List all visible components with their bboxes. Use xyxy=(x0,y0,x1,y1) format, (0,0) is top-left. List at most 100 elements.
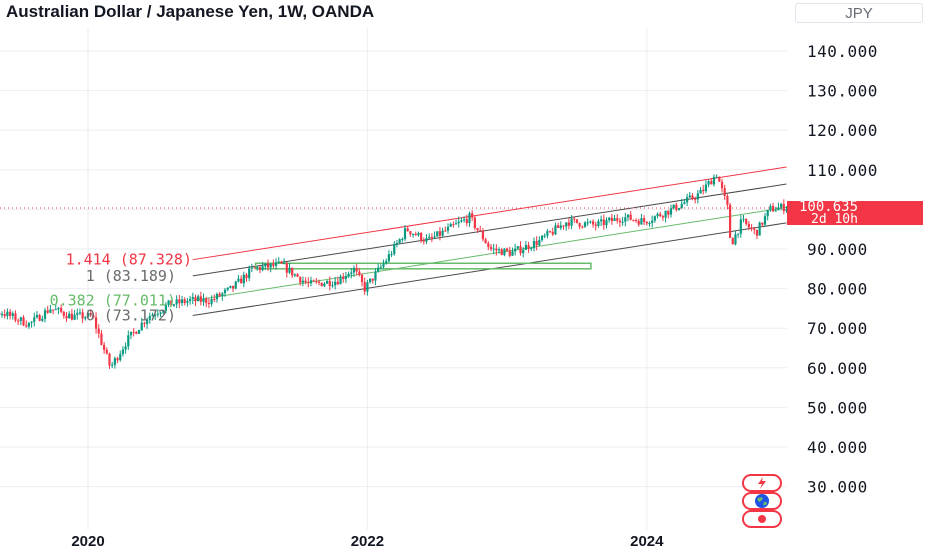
candle xyxy=(207,298,210,309)
candle-body xyxy=(710,181,713,185)
currency-button[interactable]: JPY xyxy=(795,3,923,23)
candle-body xyxy=(436,231,439,237)
candle-body xyxy=(301,280,305,283)
candle-body xyxy=(151,314,154,317)
candle-body xyxy=(476,228,479,231)
candle xyxy=(148,312,151,324)
candle-body xyxy=(409,231,412,235)
candle-body xyxy=(46,310,49,313)
candle-body xyxy=(127,335,130,347)
candle-body xyxy=(197,296,200,302)
candle xyxy=(742,214,745,223)
candle-body xyxy=(430,236,433,238)
record-icon[interactable] xyxy=(742,510,782,528)
candle-body xyxy=(323,283,326,287)
candle-body xyxy=(497,249,501,251)
candle xyxy=(92,313,95,319)
candle xyxy=(763,212,767,227)
candle-body xyxy=(382,263,385,267)
candle-body xyxy=(551,232,554,235)
candle-body xyxy=(567,222,570,226)
candle-body xyxy=(626,214,630,218)
candle xyxy=(317,279,321,286)
candle xyxy=(377,263,380,273)
candle-body xyxy=(586,222,589,224)
candle xyxy=(785,205,788,213)
candle-body xyxy=(366,282,369,292)
candle-body xyxy=(22,317,25,326)
price-tick-label: 130.000 xyxy=(807,82,878,101)
candle-body xyxy=(583,222,587,227)
candle-body xyxy=(634,220,638,222)
candle xyxy=(479,225,482,232)
flash-icon[interactable] xyxy=(742,474,782,492)
candle-body xyxy=(782,203,785,212)
candle-body xyxy=(643,218,646,222)
candle-body xyxy=(291,267,294,276)
time-axis[interactable]: 2020 2022 2024 xyxy=(71,533,664,550)
candle xyxy=(8,309,12,320)
candle-body xyxy=(135,331,138,334)
candle xyxy=(543,233,546,239)
candle xyxy=(274,258,278,270)
candle-body xyxy=(100,333,103,345)
candle xyxy=(406,226,409,232)
candle xyxy=(336,276,339,286)
candle xyxy=(562,225,565,230)
candle-body xyxy=(548,231,552,233)
candle xyxy=(323,281,326,288)
candle-body xyxy=(511,251,514,256)
candle-body xyxy=(610,217,613,222)
candle xyxy=(616,214,619,224)
candle-body xyxy=(307,282,310,284)
candle xyxy=(129,331,133,340)
candle-body xyxy=(723,188,726,197)
candle xyxy=(522,247,525,258)
candle-body xyxy=(452,224,455,226)
candle xyxy=(328,276,331,291)
candle-body xyxy=(680,203,683,209)
candle-body xyxy=(221,293,224,297)
earth-icon[interactable] xyxy=(742,492,782,510)
candle xyxy=(737,233,740,238)
candle xyxy=(315,277,318,284)
candle-body xyxy=(33,317,36,322)
candle-body xyxy=(608,217,611,221)
candle xyxy=(610,213,613,225)
candle-body xyxy=(774,210,777,212)
candle-body xyxy=(444,230,447,232)
candle-body xyxy=(215,293,219,300)
candle xyxy=(535,236,538,251)
candle xyxy=(567,217,570,230)
candle xyxy=(637,218,640,227)
candle xyxy=(538,236,541,247)
price-axis[interactable]: 140.000130.000120.000110.000100.00090.00… xyxy=(807,42,878,497)
candle-body xyxy=(675,204,678,210)
candle xyxy=(476,227,479,234)
candle-body xyxy=(433,236,436,238)
candle xyxy=(704,180,708,194)
candle-body xyxy=(403,228,407,240)
candle-body xyxy=(256,267,259,269)
candle-body xyxy=(116,358,119,361)
channel-line xyxy=(192,206,787,301)
candle-body xyxy=(718,176,721,182)
candle-body xyxy=(242,274,245,284)
candle-body xyxy=(57,307,60,310)
candle-body xyxy=(41,318,44,321)
candle-body xyxy=(113,358,116,365)
candle xyxy=(632,219,635,222)
candle-body xyxy=(554,225,557,235)
candle-body xyxy=(94,317,98,329)
candle xyxy=(113,356,116,369)
candle-body xyxy=(374,271,377,281)
candle xyxy=(589,220,592,224)
candle-body xyxy=(269,263,272,268)
candle xyxy=(49,304,52,314)
candle xyxy=(626,214,630,222)
candle-body xyxy=(129,331,133,336)
candle-body xyxy=(3,314,6,317)
candle xyxy=(747,221,750,231)
candle xyxy=(215,292,219,303)
